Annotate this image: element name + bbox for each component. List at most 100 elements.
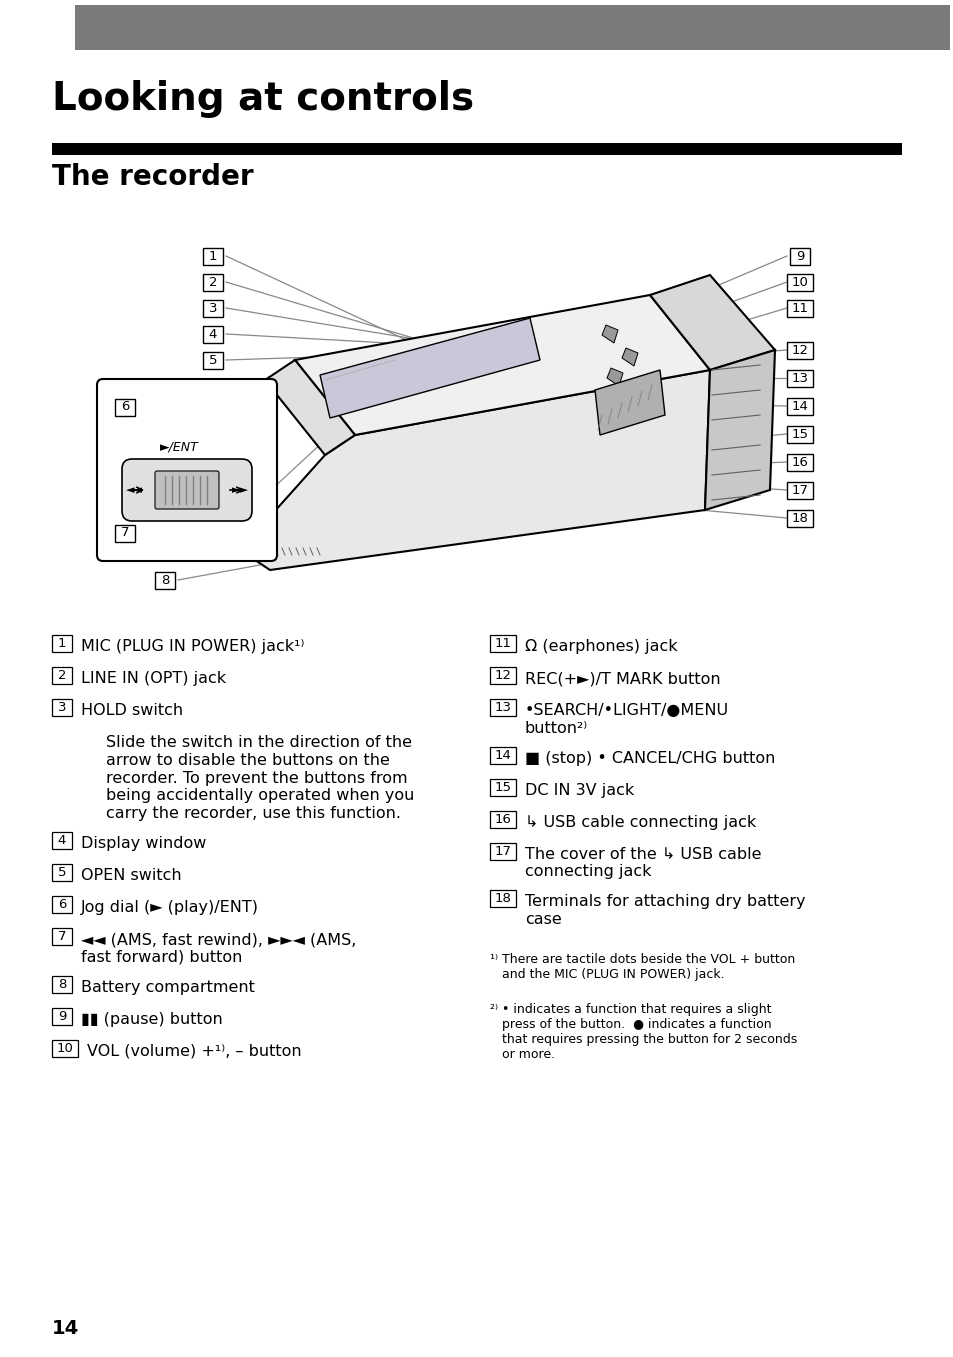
Text: 14: 14: [52, 1319, 79, 1338]
Text: 18: 18: [791, 512, 807, 525]
Bar: [490, 635, 516, 651]
Text: The cover of the ↳ USB cable: The cover of the ↳ USB cable: [524, 847, 760, 862]
Bar: [490, 843, 516, 859]
Text: VOL (volume) +¹⁾, – button: VOL (volume) +¹⁾, – button: [87, 1044, 301, 1058]
Bar: [490, 746, 516, 764]
Bar: [203, 351, 223, 369]
Bar: [786, 455, 812, 471]
Bar: [52, 142, 901, 155]
Text: ◄◄ (AMS, fast rewind), ►►◄ (AMS,: ◄◄ (AMS, fast rewind), ►►◄ (AMS,: [81, 932, 356, 947]
Bar: [52, 896, 71, 913]
Bar: [786, 398, 812, 415]
Bar: [75, 5, 949, 50]
Text: 5: 5: [209, 354, 217, 366]
Text: •SEARCH/•LIGHT/●MENU: •SEARCH/•LIGHT/●MENU: [524, 703, 728, 718]
Text: 1: 1: [209, 250, 217, 262]
Text: ↳ USB cable connecting jack: ↳ USB cable connecting jack: [524, 814, 756, 829]
Text: recorder. To prevent the buttons from: recorder. To prevent the buttons from: [106, 771, 407, 786]
Bar: [115, 525, 135, 541]
Text: 17: 17: [494, 844, 511, 858]
Text: 4: 4: [209, 327, 217, 341]
Text: button²⁾: button²⁾: [524, 721, 588, 735]
Text: ²⁾ • indicates a function that requires a slight
   press of the button.  ● indi: ²⁾ • indicates a function that requires …: [490, 1003, 797, 1061]
Text: 10: 10: [56, 1042, 73, 1054]
Text: 11: 11: [791, 301, 807, 315]
Text: 7: 7: [121, 527, 129, 540]
Polygon shape: [606, 368, 622, 385]
Text: 4: 4: [58, 835, 66, 847]
Text: 13: 13: [494, 702, 511, 714]
Text: 18: 18: [494, 893, 511, 905]
Text: 16: 16: [494, 813, 511, 825]
Polygon shape: [621, 347, 638, 366]
Bar: [52, 832, 71, 849]
Bar: [786, 274, 812, 290]
Bar: [52, 864, 71, 881]
Text: connecting jack: connecting jack: [524, 864, 651, 879]
Bar: [490, 890, 516, 908]
Text: HOLD switch: HOLD switch: [81, 703, 183, 718]
Bar: [115, 399, 135, 417]
Text: 8: 8: [161, 574, 169, 586]
Polygon shape: [601, 324, 618, 343]
Text: 10: 10: [791, 275, 807, 289]
Text: 2: 2: [209, 275, 217, 289]
Text: ►/ENT: ►/ENT: [159, 441, 198, 453]
Bar: [786, 482, 812, 499]
Text: 15: 15: [791, 427, 807, 441]
Text: 1: 1: [58, 636, 66, 650]
Text: 6: 6: [58, 898, 66, 911]
Bar: [786, 300, 812, 318]
Text: ¹⁾ There are tactile dots beside the VOL + button
   and the MIC (PLUG IN POWER): ¹⁾ There are tactile dots beside the VOL…: [490, 953, 795, 981]
Text: arrow to disable the buttons on the: arrow to disable the buttons on the: [106, 753, 390, 768]
Bar: [490, 810, 516, 828]
Text: 14: 14: [791, 399, 807, 413]
Bar: [490, 699, 516, 716]
Bar: [490, 668, 516, 684]
Bar: [203, 248, 223, 265]
Bar: [52, 1008, 71, 1025]
Text: OPEN switch: OPEN switch: [81, 868, 181, 883]
Text: 5: 5: [58, 866, 66, 879]
Text: 6: 6: [121, 400, 129, 414]
Text: 12: 12: [791, 343, 807, 357]
Bar: [203, 300, 223, 318]
Text: 3: 3: [58, 702, 66, 714]
Text: 3: 3: [209, 301, 217, 315]
Bar: [203, 274, 223, 290]
Polygon shape: [649, 275, 774, 370]
Polygon shape: [704, 350, 774, 510]
Text: 17: 17: [791, 483, 807, 497]
Text: DC IN 3V jack: DC IN 3V jack: [524, 783, 634, 798]
Text: 8: 8: [58, 978, 66, 991]
Text: ◄◄: ◄◄: [126, 484, 142, 495]
Text: 9: 9: [58, 1010, 66, 1023]
Text: carry the recorder, use this function.: carry the recorder, use this function.: [106, 806, 400, 821]
Text: 2: 2: [58, 669, 66, 683]
Bar: [203, 326, 223, 343]
Text: Jog dial (► (play)/ENT): Jog dial (► (play)/ENT): [81, 900, 258, 915]
Text: 15: 15: [494, 780, 511, 794]
Text: 11: 11: [494, 636, 511, 650]
Polygon shape: [595, 370, 664, 436]
Polygon shape: [240, 370, 709, 570]
Polygon shape: [319, 318, 539, 418]
Text: LINE IN (OPT) jack: LINE IN (OPT) jack: [81, 670, 226, 687]
Text: 13: 13: [791, 372, 807, 384]
FancyBboxPatch shape: [122, 459, 252, 521]
Text: MIC (PLUG IN POWER) jack¹⁾: MIC (PLUG IN POWER) jack¹⁾: [81, 639, 304, 654]
Text: REC(+►)/T MARK button: REC(+►)/T MARK button: [524, 670, 720, 687]
Text: 16: 16: [791, 456, 807, 468]
Text: Display window: Display window: [81, 836, 206, 851]
Text: ▮▮ (pause) button: ▮▮ (pause) button: [81, 1012, 222, 1027]
Text: ■ (stop) • CANCEL/CHG button: ■ (stop) • CANCEL/CHG button: [524, 750, 775, 765]
Text: Terminals for attaching dry battery: Terminals for attaching dry battery: [524, 894, 804, 909]
Bar: [786, 510, 812, 527]
Polygon shape: [294, 294, 709, 436]
Text: case: case: [524, 912, 561, 927]
Text: 14: 14: [494, 749, 511, 761]
Bar: [52, 668, 71, 684]
Text: fast forward) button: fast forward) button: [81, 950, 242, 965]
Text: Looking at controls: Looking at controls: [52, 80, 474, 118]
Polygon shape: [265, 360, 355, 455]
